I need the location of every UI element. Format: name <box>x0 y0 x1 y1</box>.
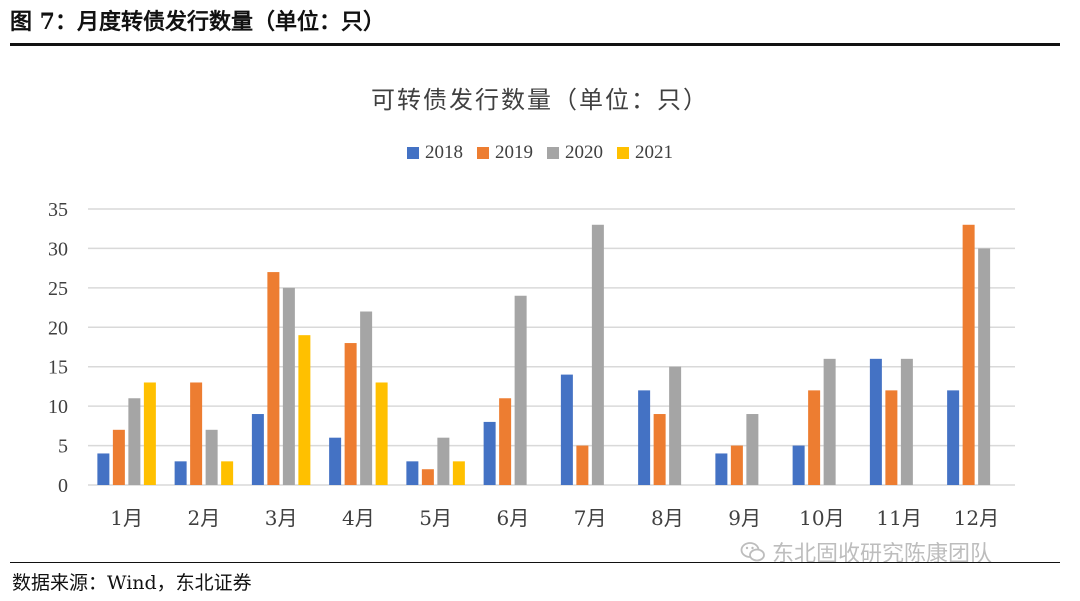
bar-2021-5 <box>452 461 465 485</box>
bar-2020-10 <box>823 358 836 485</box>
chart-legend: 2018 2019 2020 2021 <box>0 142 1080 164</box>
legend-swatch-2021 <box>617 147 629 159</box>
bar-2020-11 <box>900 358 913 485</box>
bar-2018-9 <box>715 453 728 485</box>
bar-2018-12 <box>947 390 960 485</box>
bar-2020-1 <box>128 398 141 485</box>
bar-2021-4 <box>375 382 388 485</box>
bar-2018-1 <box>97 453 110 485</box>
x-tick-label: 2月 <box>188 506 221 530</box>
bar-2019-12 <box>962 224 975 485</box>
x-tick-label: 9月 <box>728 506 761 530</box>
y-tick-label: 5 <box>58 436 68 458</box>
footer-rule <box>10 562 1060 563</box>
bar-2018-10 <box>792 445 805 485</box>
wechat-icon <box>740 542 765 562</box>
bar-2019-5 <box>421 469 434 485</box>
y-tick-label: 30 <box>48 238 68 260</box>
legend-swatch-2019 <box>477 147 489 159</box>
bar-2020-7 <box>591 224 604 485</box>
bar-2019-1 <box>112 429 125 485</box>
chart-title: 可转债发行数量（单位：只） <box>371 86 709 114</box>
bar-2019-11 <box>885 390 898 485</box>
y-tick-label: 15 <box>48 357 68 379</box>
bar-2018-11 <box>869 358 882 485</box>
bar-2021-2 <box>221 461 234 485</box>
bar-2019-10 <box>808 390 821 485</box>
bar-2020-3 <box>282 287 295 485</box>
legend-label-2018: 2018 <box>425 142 463 163</box>
legend-item-2019: 2019 <box>477 142 533 164</box>
bar-2018-5 <box>406 461 419 485</box>
bar-2018-7 <box>560 374 573 485</box>
legend-item-2020: 2020 <box>547 142 603 164</box>
legend-item-2018: 2018 <box>407 142 463 164</box>
bar-2020-6 <box>514 295 527 485</box>
bar-2020-9 <box>746 414 759 485</box>
figure-header: 图 7：月度转债发行数量（单位：只） <box>10 9 385 35</box>
bar-2020-8 <box>669 366 682 485</box>
x-tick-label: 4月 <box>342 506 375 530</box>
x-tick-label: 7月 <box>574 506 607 530</box>
y-tick-label: 20 <box>48 317 68 339</box>
x-tick-label: 11月 <box>876 506 921 530</box>
watermark: 东北固收研究陈康团队 <box>740 536 992 568</box>
bar-2020-2 <box>205 429 218 485</box>
bar-2018-6 <box>483 421 496 485</box>
bar-2021-1 <box>143 382 156 485</box>
bar-2018-3 <box>251 414 264 485</box>
bar-2019-9 <box>730 445 743 485</box>
y-tick-label: 10 <box>48 396 68 418</box>
watermark-text: 东北固收研究陈康团队 <box>772 542 993 567</box>
x-tick-label: 6月 <box>497 506 530 530</box>
source-note: 数据来源：Wind，东北证券 <box>12 572 252 594</box>
bar-2019-4 <box>344 343 357 485</box>
y-tick-label: 25 <box>48 278 68 300</box>
legend-swatch-2018 <box>407 147 419 159</box>
y-tick-label: 35 <box>48 199 68 221</box>
bar-2018-2 <box>174 461 187 485</box>
x-tick-label: 5月 <box>419 506 452 530</box>
x-tick-label: 8月 <box>651 506 684 530</box>
y-tick-label: 0 <box>58 475 68 497</box>
legend-label-2020: 2020 <box>565 142 603 163</box>
bar-2019-6 <box>499 398 512 485</box>
x-tick-label: 3月 <box>265 506 298 530</box>
x-tick-label: 1月 <box>110 506 143 530</box>
bar-2019-7 <box>576 445 589 485</box>
header-rule <box>10 43 1060 46</box>
bar-2019-2 <box>190 382 203 485</box>
legend-label-2019: 2019 <box>495 142 533 163</box>
legend-label-2021: 2021 <box>635 142 673 163</box>
bar-2021-3 <box>298 335 311 485</box>
bar-2020-5 <box>437 437 450 485</box>
bar-2019-3 <box>267 272 280 485</box>
bar-2020-12 <box>978 248 991 485</box>
legend-swatch-2020 <box>547 147 559 159</box>
bar-2018-8 <box>638 390 651 485</box>
bar-2019-8 <box>653 414 666 485</box>
x-tick-label: 12月 <box>954 506 999 530</box>
legend-item-2021: 2021 <box>617 142 673 164</box>
bar-2020-4 <box>360 311 373 485</box>
x-tick-label: 10月 <box>799 506 844 530</box>
bar-2018-4 <box>329 437 342 485</box>
